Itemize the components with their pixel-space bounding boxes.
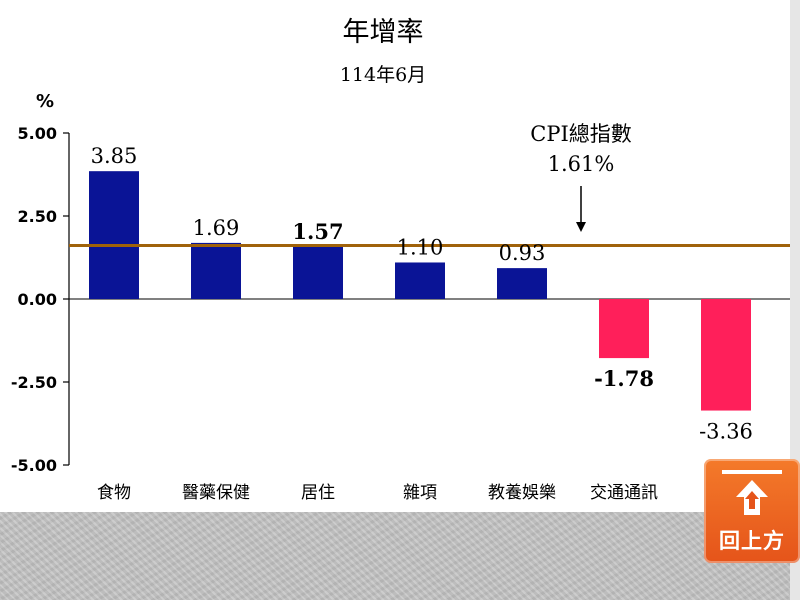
y-tick-label: 0.00 — [18, 290, 57, 309]
chart-subtitle: 114年6月 — [340, 64, 426, 86]
scroll-edge — [790, 0, 800, 600]
bars-group — [89, 171, 751, 411]
chart-title: 年增率 — [343, 17, 424, 48]
top-bar-icon — [722, 470, 782, 474]
bar-衣著 — [701, 299, 751, 411]
x-axis-labels: 食物醫藥保健居住雜項教養娛樂交通通訊衣著 — [97, 483, 743, 503]
y-axis-ticks: 5.00 2.50 0.00 -2.50 -5.00 — [11, 124, 69, 475]
y-tick-label: -5.00 — [11, 456, 57, 475]
x-tick-label: 雜項 — [403, 483, 437, 503]
x-tick-label: 交通通訊 — [590, 483, 658, 503]
y-tick-label: 5.00 — [18, 124, 57, 143]
bar-交通通訊 — [599, 299, 649, 359]
value-label: 0.93 — [499, 241, 546, 265]
bar-食物 — [89, 171, 139, 299]
value-labels: 3.85 1.69 1.57 1.10 0.93 -1.78 -3.36 — [91, 144, 753, 443]
x-tick-label: 居住 — [301, 483, 335, 503]
value-label: 1.10 — [397, 235, 444, 259]
x-tick-label: 食物 — [97, 483, 131, 503]
bar-醫藥保健 — [191, 242, 241, 299]
value-label: 1.57 — [292, 219, 343, 244]
arrow-up-icon — [736, 480, 768, 515]
back-to-top-label: 回上方 — [719, 529, 785, 553]
y-tick-label: 2.50 — [18, 207, 57, 226]
y-tick-label: -2.50 — [11, 373, 57, 392]
back-to-top-button[interactable]: 回上方 — [704, 459, 800, 563]
value-label: 3.85 — [91, 144, 138, 168]
value-label: -1.78 — [594, 366, 654, 391]
bar-雜項 — [395, 262, 445, 299]
bar-居住 — [293, 246, 343, 299]
y-axis-label: % — [36, 91, 54, 112]
bar-chart: 年增率 114年6月 % 5.00 2.50 0.00 -2.50 -5.00 3.85… — [11, 17, 790, 503]
x-tick-label: 醫藥保健 — [182, 483, 250, 503]
cpi-annotation-value: 1.61% — [548, 152, 615, 176]
value-label: -3.36 — [699, 420, 753, 444]
bar-教養娛樂 — [497, 268, 547, 299]
x-tick-label: 教養娛樂 — [488, 483, 556, 503]
value-label: 1.69 — [193, 216, 240, 240]
cpi-arrow-icon — [576, 186, 586, 232]
cpi-annotation-label: CPI總指數 — [530, 122, 632, 146]
